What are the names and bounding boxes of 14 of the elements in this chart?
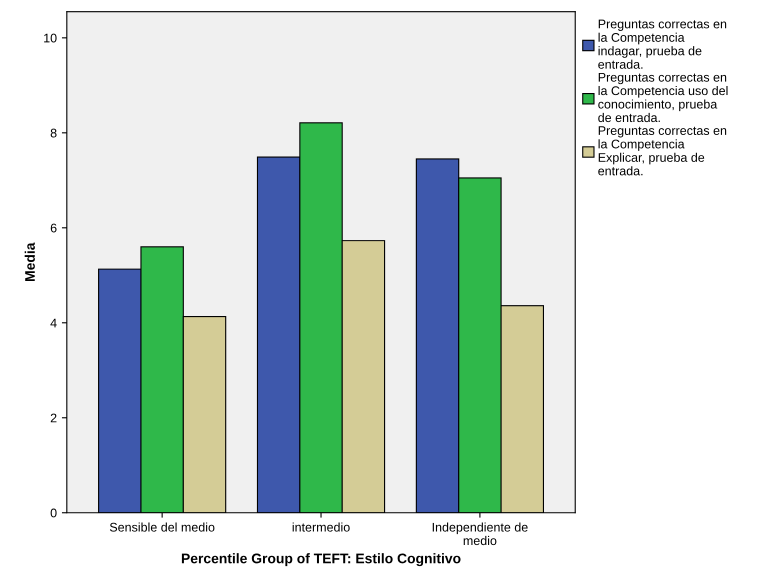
legend-label: Preguntas correctas en la Competencia indagar, prueba de entrada.	[598, 20, 726, 69]
y-tick-label: 0	[50, 508, 57, 518]
x-tick-label: Independiente de medio	[432, 522, 528, 546]
y-tick-label: 8	[50, 128, 57, 138]
y-tick-label: 4	[50, 318, 57, 328]
x-tick-label: intermedio	[292, 522, 350, 532]
x-tick-label: Sensible del medio	[110, 522, 214, 532]
y-tick-label: 10	[44, 34, 57, 42]
legend-label: Preguntas correctas en la Competencia Explicar, prueba de entrada.	[598, 126, 726, 176]
x-axis-title: Percentile Group of TEFT: Estilo Cognitivo	[182, 553, 461, 566]
y-axis-title: Media	[24, 242, 35, 281]
y-tick-label: 2	[50, 414, 56, 422]
y-tick-label: 6	[50, 224, 57, 232]
legend-label: Preguntas correctas en la Competencia uso del conocimiento, prueba de entrada.	[598, 72, 728, 122]
